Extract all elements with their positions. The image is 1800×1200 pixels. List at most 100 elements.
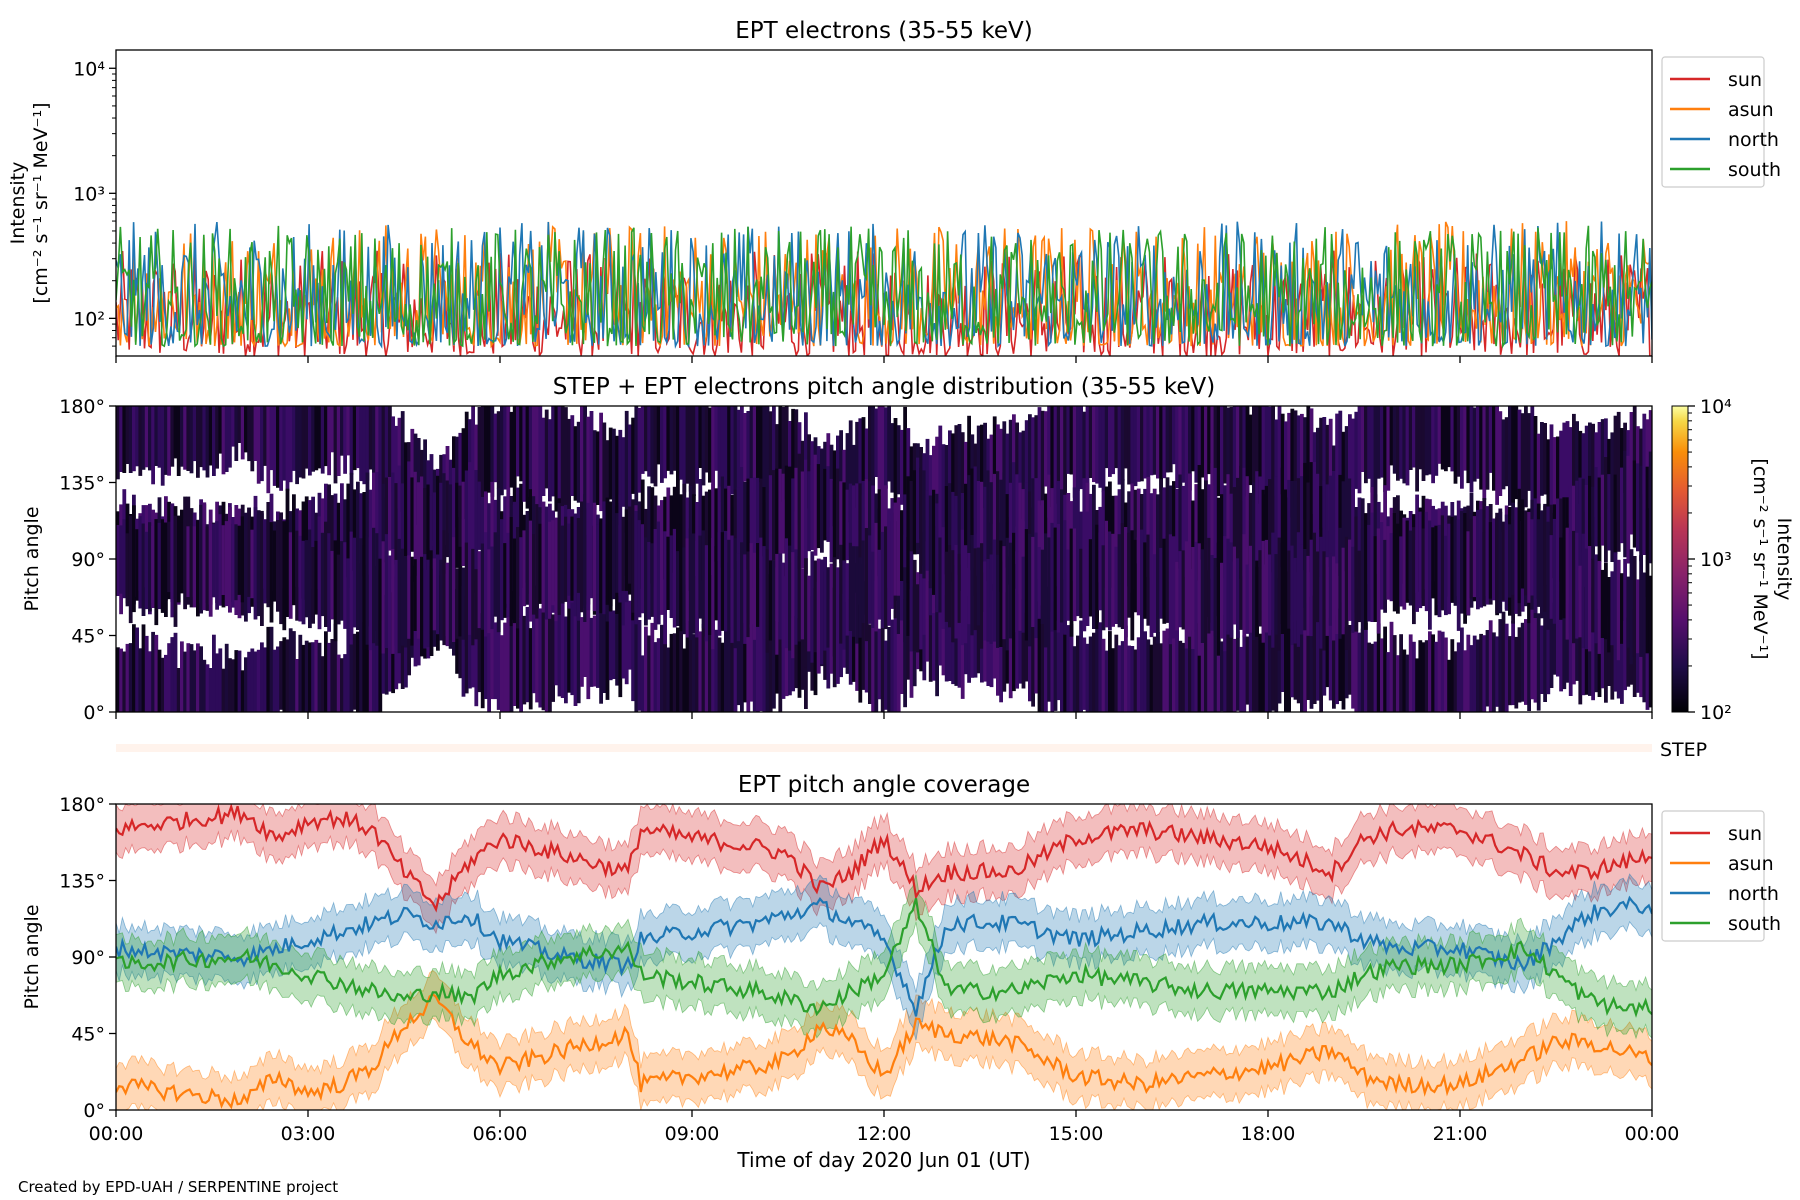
heatmap-cell bbox=[516, 406, 520, 477]
heatmap-cell bbox=[1066, 493, 1071, 573]
heatmap-cell bbox=[858, 483, 863, 564]
heatmap-cell bbox=[1482, 532, 1487, 607]
heatmap-cell bbox=[394, 483, 399, 565]
heatmap-cell bbox=[560, 406, 565, 516]
heatmap-cell bbox=[394, 559, 399, 646]
heatmap-cell bbox=[1264, 539, 1269, 633]
heatmap-cell bbox=[1303, 549, 1307, 631]
heatmap-cell bbox=[861, 618, 866, 690]
heatmap-cell bbox=[484, 616, 488, 699]
heatmap-cell bbox=[1216, 542, 1221, 656]
heatmap-cell bbox=[1341, 602, 1346, 710]
heatmap-cell bbox=[1328, 418, 1333, 531]
heatmap-cell bbox=[538, 608, 543, 708]
heatmap-cell bbox=[247, 406, 251, 462]
heatmap-cell bbox=[1248, 492, 1253, 566]
heatmap-cell bbox=[784, 538, 789, 649]
heatmap-cell bbox=[570, 516, 575, 601]
heatmap-cell bbox=[480, 406, 485, 501]
legend-label-sun: sun bbox=[1728, 69, 1762, 91]
heatmap-cell bbox=[183, 518, 187, 589]
heatmap-cell bbox=[180, 641, 184, 712]
heatmap-cell bbox=[474, 569, 479, 640]
heatmap-cell bbox=[1108, 531, 1112, 631]
heatmap-cell bbox=[548, 419, 552, 502]
heatmap-cell bbox=[192, 406, 197, 462]
heatmap-cell bbox=[503, 496, 507, 577]
heatmap-cell bbox=[1108, 631, 1112, 712]
heatmap-cell bbox=[1200, 549, 1205, 643]
heatmap-cell bbox=[1037, 407, 1042, 508]
heatmap-cell bbox=[1626, 576, 1631, 648]
heatmap-cell bbox=[1293, 557, 1298, 644]
heatmap-cell bbox=[1437, 630, 1442, 712]
heatmap-cell bbox=[743, 623, 747, 703]
heatmap-cell bbox=[1466, 531, 1471, 615]
heatmap-cell bbox=[1367, 642, 1371, 712]
heatmap-cell bbox=[122, 651, 127, 712]
heatmap-cell bbox=[452, 467, 456, 582]
heatmap-cell bbox=[829, 478, 834, 563]
heatmap-cell bbox=[1360, 628, 1365, 712]
heatmap-cell bbox=[861, 417, 866, 496]
heatmap-cell bbox=[1543, 505, 1547, 612]
heatmap-cell bbox=[1530, 519, 1535, 596]
heatmap-cell bbox=[282, 406, 287, 481]
heatmap-cell bbox=[474, 424, 479, 508]
heatmap-cell bbox=[132, 624, 136, 712]
heatmap-cell bbox=[1613, 552, 1618, 650]
heatmap-cell bbox=[967, 553, 971, 625]
heatmap-cell bbox=[1024, 482, 1029, 566]
heatmap-cell bbox=[1591, 486, 1595, 560]
heatmap-cell bbox=[698, 535, 703, 619]
heatmap-cell bbox=[711, 483, 715, 575]
heatmap-cell bbox=[1015, 588, 1019, 689]
heatmap-cell bbox=[304, 640, 309, 712]
heatmap-cell bbox=[1226, 630, 1231, 712]
heatmap-cell bbox=[647, 542, 651, 620]
heatmap-cell bbox=[836, 567, 840, 645]
heatmap-cell bbox=[893, 610, 898, 712]
heatmap-cell bbox=[1037, 601, 1042, 712]
heatmap-cell bbox=[733, 538, 738, 649]
heatmap-cell bbox=[1220, 406, 1224, 500]
heatmap-cell bbox=[208, 406, 213, 466]
heatmap-cell bbox=[983, 561, 987, 641]
heatmap-cell bbox=[1005, 433, 1010, 523]
heatmap-cell bbox=[1280, 413, 1285, 495]
legend-label-sun: sun bbox=[1728, 823, 1762, 845]
heatmap-cell bbox=[989, 554, 994, 644]
heatmap-cell bbox=[224, 643, 229, 712]
heatmap-cell bbox=[749, 406, 754, 505]
heatmap-cell bbox=[1127, 532, 1131, 618]
heatmap-cell bbox=[1639, 465, 1643, 562]
heatmap-cell bbox=[1453, 515, 1458, 606]
heatmap-cell bbox=[644, 406, 648, 472]
heatmap-cell bbox=[1120, 641, 1125, 712]
heatmap-cell bbox=[1418, 406, 1423, 470]
heatmap-cell bbox=[762, 616, 767, 712]
heatmap-cell bbox=[1332, 593, 1336, 709]
heatmap-cell bbox=[1146, 406, 1151, 492]
heatmap-cell bbox=[1466, 634, 1471, 712]
heatmap-cell bbox=[1287, 412, 1291, 498]
heatmap-cell bbox=[1405, 654, 1410, 712]
heatmap-cell bbox=[295, 530, 299, 621]
heatmap-cell bbox=[1220, 641, 1224, 712]
heatmap-cell bbox=[727, 644, 731, 712]
heatmap-cell bbox=[250, 648, 255, 712]
heatmap-cell bbox=[1508, 524, 1512, 598]
heatmap-cell bbox=[1431, 634, 1435, 712]
heatmap-cell bbox=[503, 622, 507, 712]
heatmap-cell bbox=[1325, 609, 1330, 688]
heatmap-cell bbox=[1501, 611, 1506, 712]
heatmap-cell bbox=[784, 614, 789, 697]
heatmap-cell bbox=[218, 514, 223, 606]
heatmap-cell bbox=[557, 406, 562, 501]
heatmap-cell bbox=[407, 555, 411, 639]
heatmap-cell bbox=[1556, 436, 1560, 508]
heatmap-cell bbox=[669, 495, 674, 572]
heatmap-cell bbox=[1607, 474, 1611, 551]
heatmap-cell bbox=[1383, 406, 1387, 493]
